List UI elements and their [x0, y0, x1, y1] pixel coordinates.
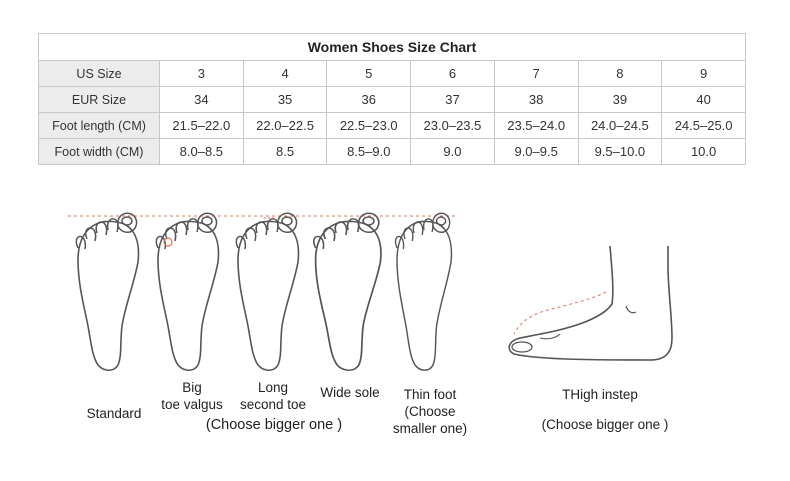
table-cell: 22.0–22.5: [242, 112, 328, 139]
thin-foot-label: Thin foot (Choose smaller one): [392, 387, 468, 436]
row-header: Foot length (CM): [38, 112, 160, 139]
table-cell: 23.0–23.5: [410, 112, 495, 139]
table-cell: 38: [493, 86, 579, 113]
high-instep-label: THigh instep: [562, 387, 638, 402]
table-cell: 36: [326, 86, 412, 113]
table-cell: 7: [493, 60, 579, 87]
table-row: Foot width (CM) 8.0–8.5 8.5 8.5–9.0 9.0 …: [38, 138, 746, 165]
table-cell: 8.5: [242, 138, 328, 165]
long-second-toe-foot-icon: [235, 212, 300, 372]
table-cell: 8.5–9.0: [326, 138, 412, 165]
table-cell: 10.0: [661, 138, 746, 165]
table-title: Women Shoes Size Chart: [38, 33, 746, 61]
table-row: US Size 3 4 5 6 7 8 9: [38, 60, 746, 87]
big-toe-valgus-label: Big toe valgus: [161, 380, 223, 412]
row-header: EUR Size: [38, 86, 160, 113]
table-cell: 9.5–10.0: [577, 138, 663, 165]
table-cell: 5: [326, 60, 412, 87]
table-cell: 37: [410, 86, 495, 113]
thin-foot-icon: [394, 212, 453, 372]
table-row: EUR Size 34 35 36 37 38 39 40: [38, 86, 746, 113]
table-cell: 9.0: [410, 138, 495, 165]
wide-sole-foot-icon: [313, 212, 382, 372]
row-header: Foot width (CM): [38, 138, 160, 165]
table-cell: 9: [661, 60, 746, 87]
row-header: US Size: [38, 60, 160, 87]
standard-foot-icon: [75, 212, 140, 372]
choose-bigger-note: (Choose bigger one ): [205, 417, 343, 433]
table-cell: 34: [159, 86, 244, 113]
table-cell: 9.0–9.5: [493, 138, 579, 165]
wide-sole-label: Wide sole: [320, 385, 380, 400]
table-cell: 24.5–25.0: [661, 112, 746, 139]
high-instep-foot-icon: [508, 245, 673, 361]
table-title-row: Women Shoes Size Chart: [38, 33, 746, 61]
table-cell: 3: [159, 60, 244, 87]
table-cell: 22.5–23.0: [326, 112, 412, 139]
standard-label: Standard: [86, 406, 142, 421]
table-cell: 8.0–8.5: [159, 138, 244, 165]
table-cell: 6: [410, 60, 495, 87]
choose-bigger-instep-note: (Choose bigger one ): [541, 417, 669, 432]
long-second-toe-label: Long second toe: [239, 380, 307, 412]
table-row: Foot length (CM) 21.5–22.0 22.0–22.5 22.…: [38, 112, 746, 139]
table-cell: 35: [242, 86, 328, 113]
size-chart-table: Women Shoes Size Chart US Size 3 4 5 6 7…: [38, 33, 746, 165]
big-toe-valgus-foot-icon: [155, 212, 220, 372]
